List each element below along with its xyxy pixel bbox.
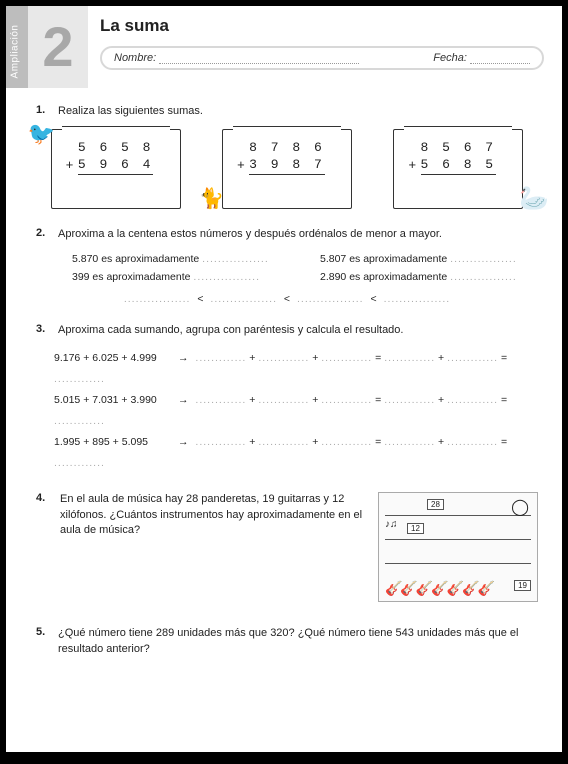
unit-number-box: 2 [28, 6, 88, 88]
bird-icon: 🐦 [28, 122, 58, 148]
paren-row[interactable]: 9.176 + 6.025 + 4.999→ ............. + .… [54, 348, 538, 390]
approx-grid: 5.870 es aproximadamente ...............… [72, 253, 538, 283]
ex3-text: Aproxima cada sumando, agrupa con parént… [58, 323, 538, 338]
approx-item: 399 es aproximadamente ................. [72, 271, 290, 283]
name-label: Nombre: [114, 52, 156, 64]
plus-icon: + [66, 158, 74, 173]
exercise-3: 3. Aproxima cada sumando, agrupa con par… [36, 323, 538, 474]
sum-cards-row: 🐦 5 6 5 8 + 5 9 6 4 🐈 8 7 8 6 + 3 9 8 7 … [36, 129, 538, 209]
ex5-number: 5. [36, 626, 50, 657]
guitars-icon: 🎸🎸🎸🎸🎸🎸🎸 [385, 580, 493, 597]
cat-icon: 🐈 [199, 186, 227, 212]
approx-item: 5.870 es aproximadamente ...............… [72, 253, 290, 265]
paren-lines: 9.176 + 6.025 + 4.999→ ............. + .… [54, 348, 538, 474]
sum-card[interactable]: 🦢 8 5 6 7 + 5 6 8 5 [393, 129, 523, 209]
exercise-4: 4. En el aula de música hay 28 pandereta… [36, 492, 538, 602]
exercise-2: 2. Aproxima a la centena estos números y… [36, 227, 538, 304]
ex1-number: 1. [36, 104, 50, 119]
unit-number: 2 [42, 19, 73, 75]
sum-card[interactable]: 🐈 8 7 8 6 + 3 9 8 7 [222, 129, 352, 209]
addend-a: 8 7 8 6 [249, 140, 325, 155]
ex4-number: 4. [36, 492, 50, 602]
ex2-text: Aproxima a la centena estos números y de… [58, 227, 538, 242]
ex3-number: 3. [36, 323, 50, 338]
exercise-1: 1. Realiza las siguientes sumas. 🐦 5 6 5… [36, 104, 538, 209]
addend-b: 5 6 8 5 [421, 157, 497, 175]
tag-28: 28 [427, 499, 444, 510]
title-area: La suma Nombre: Fecha: [88, 6, 562, 88]
content: 1. Realiza las siguientes sumas. 🐦 5 6 5… [6, 88, 562, 717]
music-notes-icon: ♪♫ [385, 519, 398, 530]
ordering-line[interactable]: ................. < ................. < … [36, 293, 538, 305]
ex4-text: En el aula de música hay 28 panderetas, … [60, 492, 368, 602]
addend-a: 5 6 5 8 [78, 140, 154, 155]
date-field[interactable] [470, 54, 530, 64]
name-date-row: Nombre: Fecha: [100, 46, 544, 70]
tag-19: 19 [514, 580, 531, 591]
exercise-5: 5. ¿Qué número tiene 289 unidades más qu… [36, 626, 538, 657]
paren-row[interactable]: 1.995 + 895 + 5.095→ ............. + ...… [54, 432, 538, 474]
ex1-text: Realiza las siguientes sumas. [58, 104, 538, 119]
plus-icon: + [237, 158, 245, 173]
sum-card[interactable]: 🐦 5 6 5 8 + 5 9 6 4 [51, 129, 181, 209]
date-label: Fecha: [433, 52, 467, 64]
page-title: La suma [100, 16, 544, 36]
worksheet-page: Ampliación 2 La suma Nombre: Fecha: 1. R… [6, 6, 562, 752]
tambourine-icon: ◯ [511, 497, 529, 517]
approx-item: 2.890 es aproximadamente ...............… [320, 271, 538, 283]
addend-b: 5 9 6 4 [78, 157, 154, 175]
plus-icon: + [408, 158, 416, 173]
ex2-number: 2. [36, 227, 50, 242]
approx-item: 5.807 es aproximadamente ...............… [320, 253, 538, 265]
header: Ampliación 2 La suma Nombre: Fecha: [6, 6, 562, 88]
goose-icon: 🦢 [519, 184, 552, 214]
sidebar-label: Ampliación [9, 25, 20, 79]
name-field[interactable] [159, 54, 359, 64]
sidebar-tab: Ampliación [6, 6, 28, 88]
paren-row[interactable]: 5.015 + 7.031 + 3.990→ ............. + .… [54, 390, 538, 432]
ex5-text: ¿Qué número tiene 289 unidades más que 3… [58, 626, 538, 657]
addend-b: 3 9 8 7 [249, 157, 325, 175]
music-room-illustration: 28 12 19 ♪♫ ◯ 🎸🎸🎸🎸🎸🎸🎸 [378, 492, 538, 602]
tag-12: 12 [407, 523, 424, 534]
addend-a: 8 5 6 7 [421, 140, 497, 155]
